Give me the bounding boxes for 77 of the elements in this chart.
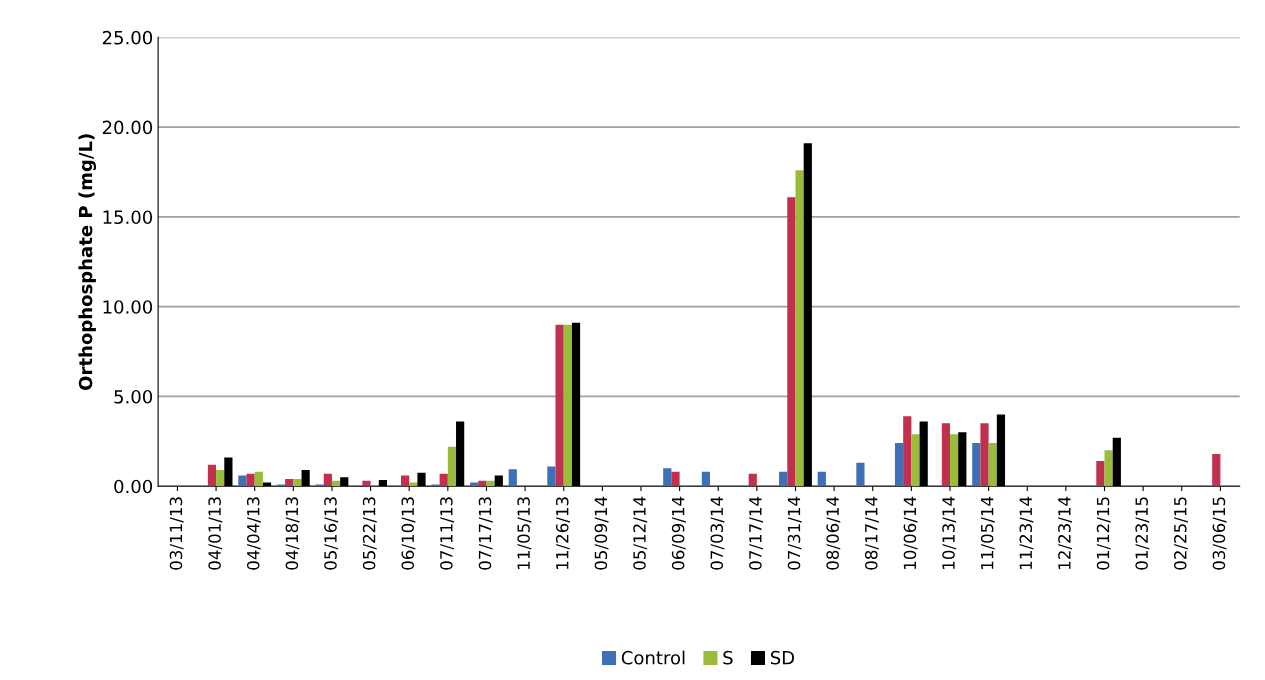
y-tick-label: 15.00	[103, 210, 153, 225]
x-tick-label: 01/23/15	[1135, 497, 1150, 570]
x-tick-label: 10/06/14	[903, 496, 918, 569]
bar	[447, 446, 457, 487]
bar	[362, 480, 371, 487]
x-tick-label: 08/06/14	[826, 496, 841, 570]
bar	[1104, 450, 1113, 487]
x-tick-label: 03/11/13	[169, 497, 184, 570]
bar	[285, 479, 294, 487]
bar	[972, 443, 981, 487]
legend-label: Control	[621, 650, 685, 665]
x-tick-label: 04/04/13	[246, 497, 261, 570]
x-tick-label: 12/23/14	[1058, 496, 1073, 569]
x-tick-label: 11/26/13	[555, 497, 570, 569]
x-tick-label: 08/17/14	[864, 496, 879, 570]
bar	[293, 479, 302, 487]
x-tick-label: 06/09/14	[671, 496, 686, 570]
bar	[903, 416, 912, 487]
bar	[246, 473, 255, 487]
bar	[486, 480, 495, 487]
bar	[401, 475, 410, 487]
bar	[1096, 461, 1105, 487]
bar	[555, 324, 564, 487]
legend-label: SD	[770, 650, 795, 665]
x-tick-label: 07/11/13	[440, 497, 454, 570]
y-tick-label: 5.00	[114, 389, 153, 404]
bar	[547, 466, 556, 487]
x-tick-label: 01/12/15	[1096, 497, 1111, 570]
bar	[701, 471, 711, 487]
y-tick-label: 20.00	[102, 120, 153, 135]
bar	[1212, 453, 1221, 487]
bar	[748, 473, 757, 487]
bar	[207, 464, 217, 487]
bar	[894, 443, 904, 487]
bar	[216, 470, 225, 487]
x-tick-label: 05/12/14	[633, 496, 648, 570]
bar	[238, 475, 247, 487]
x-tick-label: 11/05/13	[517, 497, 532, 569]
x-tick-label: 05/09/14	[594, 496, 609, 570]
x-tick-label: 02/25/15	[1173, 497, 1188, 570]
y-tick-label: 25.00	[102, 30, 153, 45]
x-tick-label: 07/17/13	[478, 497, 493, 570]
bar	[911, 434, 920, 487]
x-tick-label: 07/17/14	[749, 496, 763, 570]
x-tick-label: 07/03/14	[710, 496, 725, 570]
bar	[941, 423, 950, 487]
bar	[478, 480, 487, 487]
bar	[331, 480, 341, 487]
x-tick-label: 04/01/13	[208, 497, 223, 570]
legend-label: S	[723, 650, 733, 665]
bar	[795, 170, 804, 487]
x-tick-label: 11/05/14	[980, 496, 995, 569]
bar	[563, 324, 572, 487]
bar	[787, 197, 796, 487]
x-tick-label: 07/31/14	[787, 496, 802, 570]
x-tick-label: 10/13/14	[942, 496, 957, 569]
bar	[856, 462, 865, 487]
x-tick-label: 05/16/13	[324, 497, 339, 570]
bar	[988, 443, 997, 487]
bar	[779, 471, 788, 487]
y-tick-label: 0.00	[114, 479, 153, 494]
x-tick-label: 05/22/13	[362, 497, 377, 570]
bar	[980, 423, 989, 487]
bar	[671, 471, 680, 487]
bar	[254, 471, 263, 487]
y-tick-label: 10.00	[103, 300, 153, 314]
bar	[439, 473, 448, 487]
bar	[949, 434, 959, 487]
bar	[663, 468, 672, 487]
x-tick-label: 11/23/14	[1019, 496, 1034, 569]
y-axis-title: Orthophosphate P (mg/L)	[78, 134, 97, 390]
bar	[817, 471, 826, 487]
bar	[323, 473, 332, 487]
bar	[508, 469, 517, 487]
x-tick-label: 06/10/13	[401, 497, 416, 570]
x-tick-label: 04/18/13	[285, 497, 300, 570]
x-tick-label: 03/06/15	[1212, 497, 1227, 570]
